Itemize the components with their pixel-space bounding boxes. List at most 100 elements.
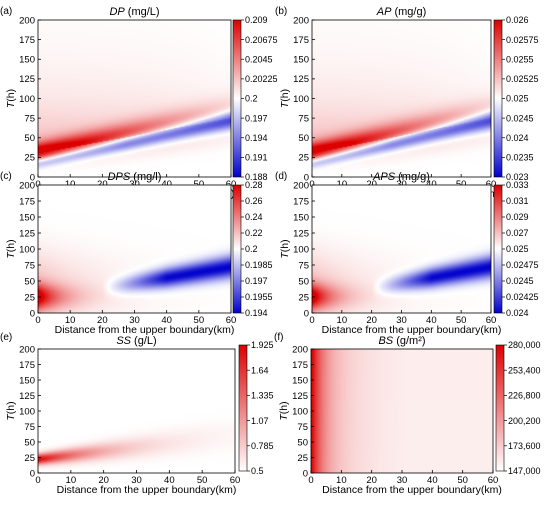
colorbar-tick-label: 0.023 <box>506 172 529 182</box>
colorbar-tick-label: 0.027 <box>506 228 529 238</box>
panel-b: 01020304050600255075100125150175200Dista… <box>275 6 539 200</box>
y-tick-label: 200 <box>292 344 308 355</box>
y-tick-label: 0 <box>30 308 35 319</box>
x-tick-label: 0 <box>35 475 40 486</box>
y-tick-label: 0 <box>304 172 309 183</box>
x-axis-label: Distance from the upper boundary(km) <box>322 484 502 496</box>
x-tick-label: 50 <box>456 315 467 326</box>
colorbar-tick-label: 0.024 <box>506 133 529 143</box>
colorbar-tick-label: 280,000 <box>508 340 541 350</box>
y-tick-label: 50 <box>24 133 35 144</box>
x-tick-label: 20 <box>366 179 377 190</box>
x-axis-label: Distance from the upper boundary(km) <box>57 484 237 496</box>
x-tick-label: 0 <box>35 315 40 326</box>
y-axis-label: T(h) <box>278 401 290 420</box>
colorbar <box>238 344 248 472</box>
y-axis-label: T(h) <box>5 239 17 258</box>
y-tick-label: 125 <box>19 228 35 239</box>
chart-title: BS (g/m²) <box>378 335 425 347</box>
y-tick-label: 150 <box>19 55 35 66</box>
y-tick-label: 200 <box>19 180 35 191</box>
y-tick-label: 150 <box>19 212 35 223</box>
x-tick-label: 0 <box>308 475 313 486</box>
colorbar-tick-label: 0.033 <box>506 180 529 190</box>
x-tick-label: 40 <box>161 315 172 326</box>
x-tick-label: 30 <box>129 315 140 326</box>
colorbar-tick-label: 0.24 <box>245 212 263 222</box>
y-tick-label: 200 <box>293 180 309 191</box>
y-tick-label: 125 <box>293 228 309 239</box>
colorbar-tick-label: 0.2 <box>245 94 258 104</box>
colorbar-tick-label: 0.02525 <box>506 74 539 84</box>
y-tick-label: 75 <box>24 113 35 124</box>
colorbar-tick-label: 0.20225 <box>245 74 278 84</box>
x-tick-label: 20 <box>366 475 377 486</box>
panel-label: (e) <box>0 332 12 343</box>
y-tick-label: 50 <box>297 437 308 448</box>
colorbar-tick-label: 0.5 <box>251 466 264 476</box>
y-tick-label: 50 <box>24 437 35 448</box>
colorbar-tick-label: 0.197 <box>245 113 268 123</box>
x-tick-label: 10 <box>336 475 347 486</box>
heatmap-image <box>311 349 493 473</box>
colorbar <box>232 19 242 178</box>
colorbar-tick-label: 253,400 <box>508 365 541 375</box>
x-axis-label: Distance from the upper boundary(km) <box>322 324 502 336</box>
y-axis-label: T(h) <box>279 89 291 108</box>
y-tick-label: 150 <box>292 375 308 386</box>
x-tick-label: 60 <box>230 475 241 486</box>
colorbar-tick-label: 0.197 <box>245 276 268 286</box>
chart-title: DPS (mg/l) <box>108 171 162 183</box>
y-tick-label: 150 <box>19 375 35 386</box>
colorbar-tick-label: 0.2045 <box>245 54 273 64</box>
y-tick-label: 25 <box>24 453 35 464</box>
panel-c: 0 10 20 30 40 50 600255075100125150175200Dista… <box>0 171 273 336</box>
y-tick-label: 75 <box>298 260 309 271</box>
y-tick-label: 25 <box>298 153 309 164</box>
colorbar-tick-label: 0.031 <box>506 196 529 206</box>
heatmap-image <box>38 349 235 473</box>
colorbar-tick-label: 147,000 <box>508 466 541 476</box>
y-tick-label: 150 <box>293 55 309 66</box>
colorbar-tick-label: 0.1955 <box>245 292 273 302</box>
heatmap-image <box>38 185 231 313</box>
chart-title: SS (g/L) <box>116 335 156 347</box>
colorbar-tick-label: 0.02425 <box>506 292 539 302</box>
colorbar-tick-label: 200,200 <box>508 416 541 426</box>
y-tick-label: 175 <box>19 360 35 371</box>
y-tick-label: 100 <box>293 244 309 255</box>
x-tick-label: 60 <box>486 315 497 326</box>
y-axis-label: T(h) <box>279 239 291 258</box>
colorbar-tick-label: 0.785 <box>251 441 274 451</box>
y-tick-label: 125 <box>19 74 35 85</box>
colorbar-tick-label: 0.02575 <box>506 35 539 45</box>
panel-label: (b) <box>275 6 287 17</box>
colorbar-tick-label: 226,800 <box>508 391 541 401</box>
y-tick-label: 175 <box>293 196 309 207</box>
x-tick-label: 50 <box>456 179 467 190</box>
y-tick-label: 50 <box>24 276 35 287</box>
heatmap-image <box>312 185 491 313</box>
colorbar-tick-label: 0.209 <box>245 15 268 25</box>
panel-label: (f) <box>274 332 283 343</box>
colorbar-tick-label: 0.0255 <box>506 54 534 64</box>
x-tick-label: 50 <box>194 315 205 326</box>
colorbar-tick-label: 0.28 <box>245 180 263 190</box>
colorbar <box>493 184 503 314</box>
x-tick-label: 30 <box>396 315 407 326</box>
x-tick-label: 20 <box>97 315 108 326</box>
x-tick-label: 30 <box>131 475 142 486</box>
y-tick-label: 200 <box>19 15 35 26</box>
y-tick-label: 25 <box>297 453 308 464</box>
x-tick-label: 30 <box>396 179 407 190</box>
y-tick-label: 175 <box>292 360 308 371</box>
panel-e: 0 10 20 30 40 50 600255075100125150175200Dista… <box>0 332 274 496</box>
x-tick-label: 40 <box>161 179 172 190</box>
colorbar <box>232 184 242 314</box>
y-tick-label: 200 <box>293 15 309 26</box>
colorbar-tick-label: 0.026 <box>506 15 529 25</box>
y-tick-label: 0 <box>303 468 308 479</box>
panel-d: 0 10 20 30 40 50 600255075100125150175200Dista… <box>275 171 539 336</box>
y-tick-label: 125 <box>293 74 309 85</box>
colorbar-tick-label: 0.194 <box>245 308 268 318</box>
